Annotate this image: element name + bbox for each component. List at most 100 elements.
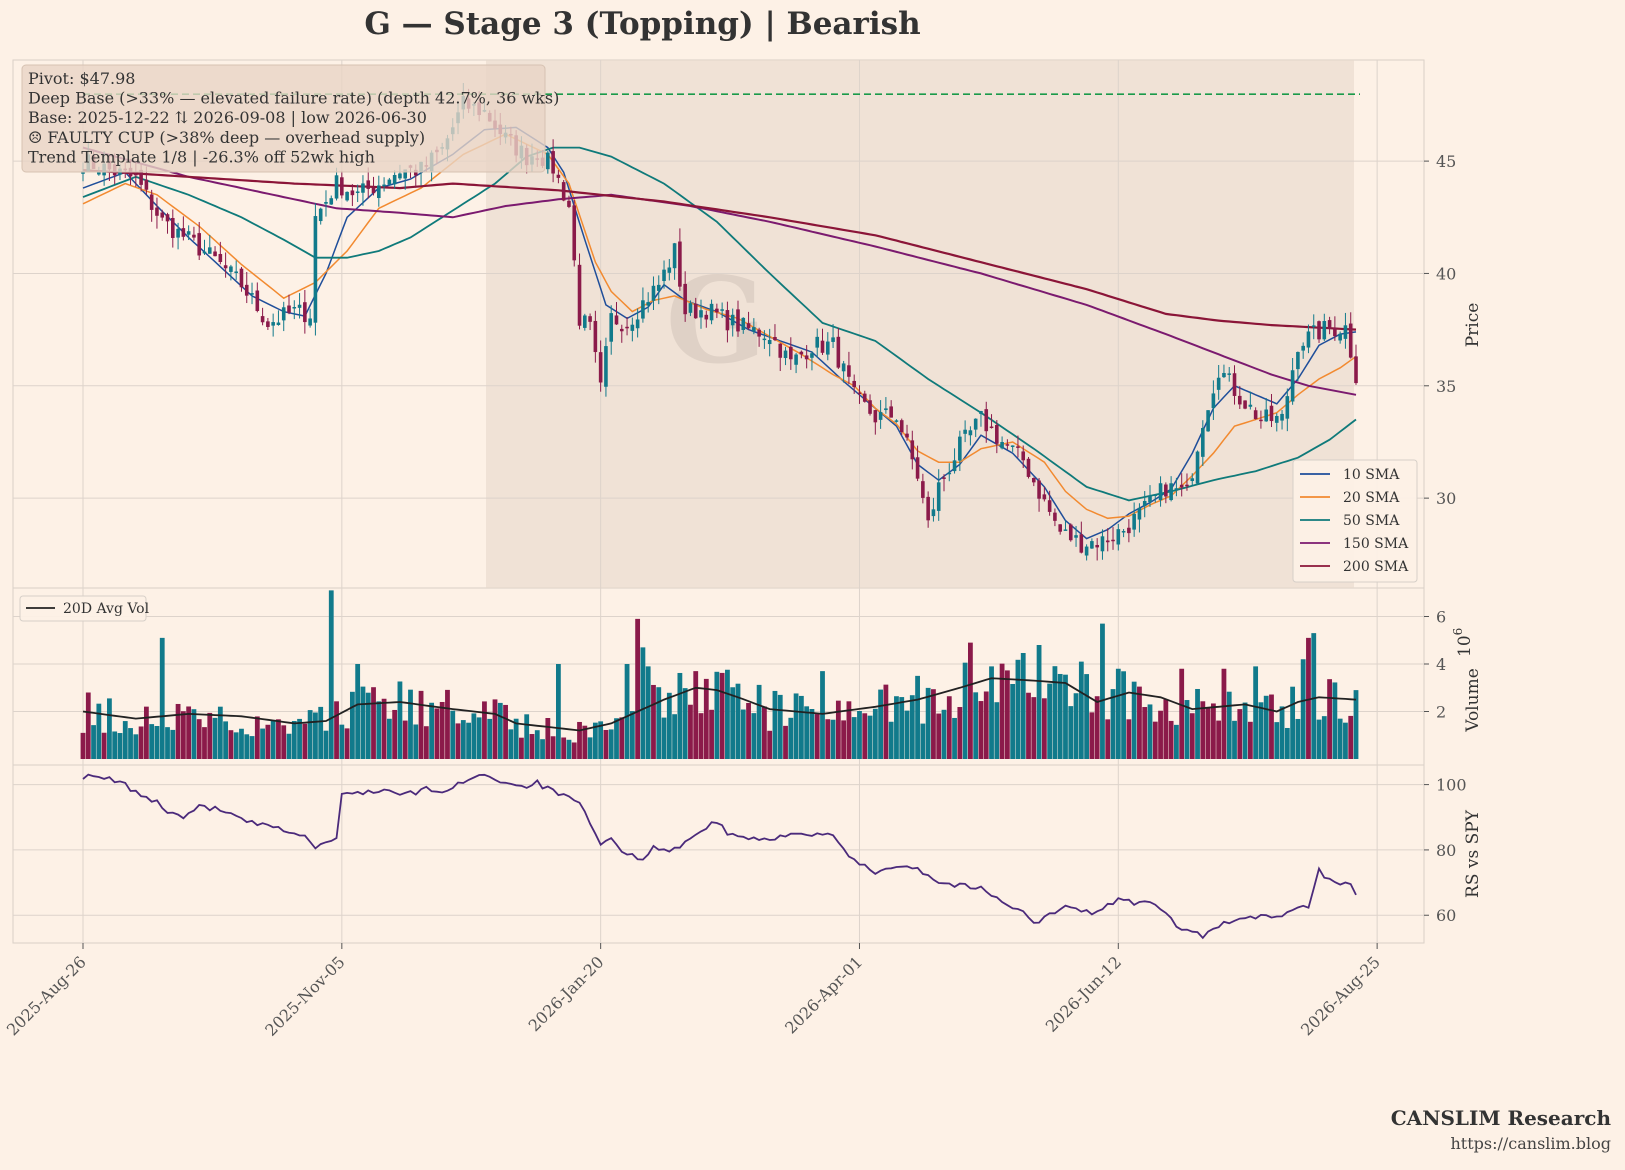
volume-bar-up	[777, 694, 783, 759]
volume-bar-down	[265, 724, 271, 759]
candle-up	[825, 341, 830, 355]
annotation-line: Deep Base (>33% — elevated failure rate)…	[28, 89, 559, 108]
candle-up	[292, 307, 297, 309]
candle-down	[725, 310, 730, 331]
volume-bar-up	[1100, 623, 1105, 759]
volume-bar-up	[397, 681, 403, 759]
sma-line-200	[82, 169, 1357, 331]
volume-axis-label: Volume	[1463, 668, 1483, 733]
candle-up	[398, 173, 402, 179]
volume-bar-up	[149, 724, 155, 759]
legend-label: 10 SMA	[1343, 467, 1400, 483]
volume-bar-up	[1290, 686, 1296, 759]
candle-down	[984, 409, 989, 432]
candle-down	[593, 320, 598, 353]
volume-bar-down	[1137, 686, 1142, 759]
candle-up	[1174, 488, 1179, 490]
candle-down	[350, 190, 355, 196]
volume-bar-up	[899, 697, 905, 759]
volume-bar-up	[460, 720, 466, 759]
volume-bar-down	[85, 692, 91, 759]
volume-bar-up	[165, 727, 170, 759]
volume-multiplier: 106	[1451, 628, 1475, 657]
volume-bar-down	[846, 701, 852, 759]
candle-up	[1084, 546, 1089, 556]
brand-url[interactable]: https://canslim.blog	[1450, 1134, 1611, 1153]
candle-down	[857, 392, 862, 395]
candle-up	[202, 251, 207, 254]
candle-down	[773, 336, 777, 341]
volume-bar-down	[143, 706, 149, 759]
candle-up	[1153, 494, 1158, 496]
candle-up	[752, 327, 756, 332]
candle-up	[963, 429, 967, 434]
rs-panel	[12, 764, 1425, 944]
volume-bar-down	[1089, 712, 1095, 759]
candle-up	[878, 412, 883, 420]
volume-bar-down	[1247, 721, 1253, 759]
candle-down	[144, 179, 149, 190]
candle-down	[989, 426, 994, 429]
candle-up	[810, 353, 814, 358]
volume-bar-up	[851, 717, 857, 759]
candle-down	[1333, 327, 1337, 337]
volume-bar-up	[360, 686, 366, 759]
candle-up	[1274, 415, 1279, 423]
candle-down	[1095, 544, 1099, 548]
candle-up	[313, 216, 318, 323]
candle-up	[229, 266, 233, 272]
volume-tick-label: 6	[1436, 608, 1446, 627]
volume-bar-up	[809, 709, 815, 759]
candle-up	[1195, 451, 1200, 484]
volume-bar-down	[281, 725, 287, 759]
volume-bar-up	[328, 590, 334, 759]
date-tick-label: 2026-Jan-20	[525, 952, 608, 1035]
candle-up	[1000, 442, 1004, 449]
date-tick-label: 2026-Aug-25	[1297, 952, 1384, 1039]
volume-bar-up	[112, 731, 118, 759]
candle-down	[160, 212, 165, 218]
candle-down	[683, 283, 687, 315]
candle-down	[1079, 534, 1084, 553]
candle-down	[1016, 446, 1020, 448]
candle-down	[197, 233, 202, 256]
volume-bar-up	[1226, 691, 1232, 759]
volume-bar-down	[1158, 710, 1163, 759]
candle-up	[355, 191, 360, 193]
candle-down	[139, 169, 143, 185]
volume-bar-down	[344, 728, 350, 759]
volume-bar-up	[1084, 674, 1090, 759]
candle-up	[345, 191, 349, 201]
candle-down	[778, 343, 783, 358]
volume-bar-up	[909, 695, 915, 759]
volume-bar-down	[825, 719, 831, 759]
candle-down	[1237, 395, 1242, 405]
candle-up	[281, 307, 286, 321]
sma-legend	[1292, 459, 1418, 583]
candle-up	[1264, 409, 1269, 422]
candle-up	[276, 322, 281, 326]
candle-down	[213, 251, 217, 257]
candle-down	[134, 173, 138, 176]
volume-bar-up	[672, 714, 678, 759]
candle-down	[619, 328, 624, 332]
candle-down	[192, 234, 196, 238]
candle-up	[741, 317, 746, 330]
volume-bar-up	[804, 706, 810, 759]
volume-bar-down	[978, 701, 984, 759]
volume-bar-down	[434, 708, 440, 759]
volume-bar-up	[1337, 718, 1343, 759]
candle-up	[767, 339, 772, 345]
candle-up	[1280, 413, 1284, 421]
candle-up	[1132, 513, 1136, 530]
volume-bar-down	[1041, 698, 1047, 759]
candle-down	[1068, 524, 1073, 541]
volume-bar-up	[408, 689, 413, 759]
volume-bar-up	[1311, 633, 1317, 759]
volume-bar-up	[1068, 706, 1074, 759]
legend-label: 200 SMA	[1343, 559, 1409, 575]
volume-tick-label: 4	[1436, 655, 1446, 674]
volume-bar-up	[1316, 719, 1322, 759]
candle-up	[641, 300, 645, 319]
volume-bar-up	[598, 721, 604, 759]
